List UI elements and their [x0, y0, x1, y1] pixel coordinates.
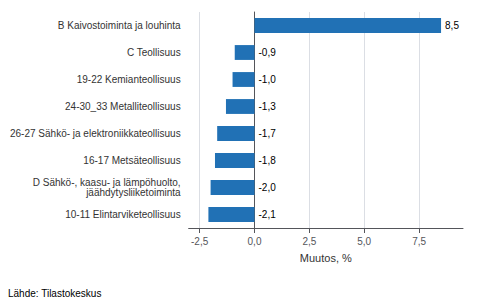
svg-text:B Kaivostoiminta ja louhinta: B Kaivostoiminta ja louhinta	[58, 20, 181, 31]
svg-text:C Teollisuus: C Teollisuus	[127, 47, 181, 58]
svg-text:-2,5: -2,5	[191, 236, 209, 247]
svg-text:D Sähkö-, kaasu- ja lämpöhuolt: D Sähkö-, kaasu- ja lämpöhuolto,	[32, 177, 181, 188]
svg-text:jäähdytysliiketoiminta: jäähdytysliiketoiminta	[85, 187, 181, 198]
svg-text:24-30_33 Metalliteollisuus: 24-30_33 Metalliteollisuus	[65, 101, 181, 112]
svg-text:-1,0: -1,0	[258, 74, 276, 85]
svg-text:-1,3: -1,3	[258, 101, 276, 112]
svg-text:10-11 Elintarviketeollisuus: 10-11 Elintarviketeollisuus	[65, 209, 180, 220]
svg-text:26-27 Sähkö- ja elektroniikkat: 26-27 Sähkö- ja elektroniikkateollisuus	[10, 128, 181, 139]
svg-text:7,5: 7,5	[412, 236, 426, 247]
svg-text:-2,1: -2,1	[258, 209, 276, 220]
svg-text:0,0: 0,0	[248, 236, 262, 247]
svg-text:19-22 Kemianteollisuus: 19-22 Kemianteollisuus	[77, 74, 181, 85]
svg-text:Lähde: Tilastokeskus: Lähde: Tilastokeskus	[8, 288, 101, 299]
svg-text:Muutos, %: Muutos, %	[300, 252, 352, 264]
svg-text:-1,8: -1,8	[258, 155, 276, 166]
svg-text:2,5: 2,5	[302, 236, 316, 247]
svg-text:5,0: 5,0	[357, 236, 371, 247]
svg-text:8,5: 8,5	[445, 20, 459, 31]
svg-text:-1,7: -1,7	[258, 128, 276, 139]
svg-text:-0,9: -0,9	[258, 47, 276, 58]
svg-text:16-17 Metsäteollisuus: 16-17 Metsäteollisuus	[83, 155, 180, 166]
svg-text:-2,0: -2,0	[258, 182, 276, 193]
